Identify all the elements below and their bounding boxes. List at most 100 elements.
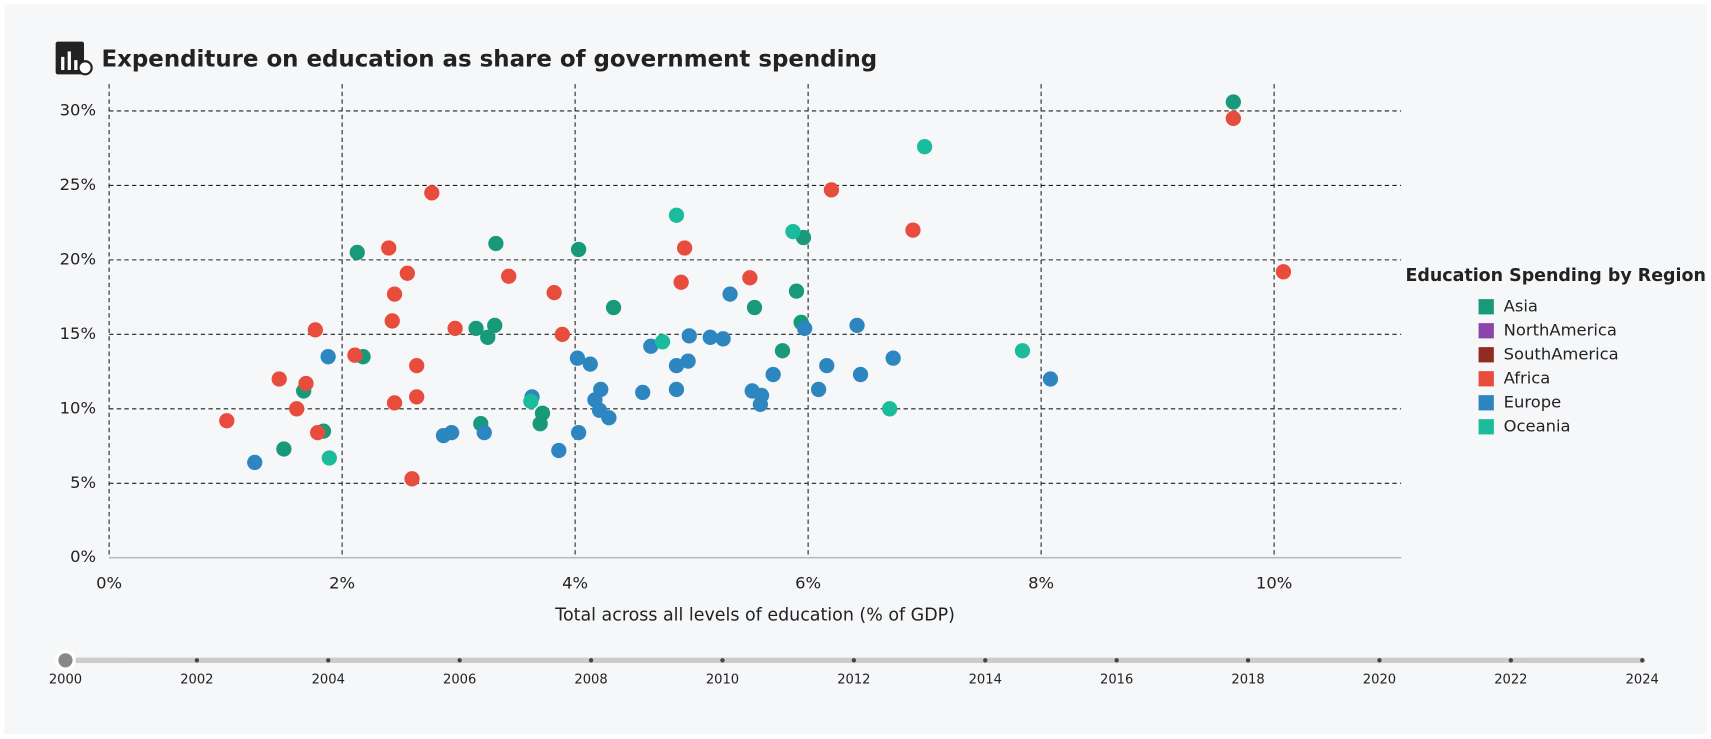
legend-title: Education Spending by Region bbox=[1405, 266, 1705, 286]
point bbox=[247, 454, 263, 471]
point bbox=[399, 265, 415, 281]
point bbox=[523, 393, 539, 409]
y-tick-label: 25% bbox=[60, 175, 96, 194]
legend-swatch bbox=[1478, 395, 1494, 411]
point bbox=[668, 207, 685, 223]
legend-label: NorthAmerica bbox=[1504, 320, 1617, 339]
point bbox=[320, 349, 336, 365]
point bbox=[905, 222, 921, 238]
point bbox=[681, 328, 697, 344]
point bbox=[488, 235, 504, 252]
point bbox=[447, 320, 463, 337]
point bbox=[554, 326, 570, 342]
point bbox=[796, 320, 813, 337]
slider-year: 2004 bbox=[312, 672, 345, 687]
point bbox=[1014, 343, 1031, 359]
point bbox=[409, 389, 425, 405]
y-tick-label: 15% bbox=[60, 324, 96, 343]
legend-swatch bbox=[1478, 299, 1494, 315]
point bbox=[409, 357, 425, 374]
point bbox=[570, 241, 587, 258]
legend-swatch bbox=[1478, 323, 1494, 339]
point bbox=[532, 416, 548, 432]
point bbox=[765, 366, 781, 383]
legend-label: Asia bbox=[1504, 296, 1538, 315]
point bbox=[916, 139, 933, 155]
legend-label: Europe bbox=[1504, 392, 1562, 411]
x-tick-label: 2% bbox=[329, 573, 355, 592]
legend-swatch bbox=[1478, 371, 1494, 387]
slider-handle[interactable] bbox=[55, 649, 76, 671]
y-tick-label: 10% bbox=[60, 398, 96, 417]
point bbox=[386, 286, 403, 302]
point bbox=[852, 366, 869, 383]
point bbox=[381, 240, 397, 256]
legend-label: SouthAmerica bbox=[1504, 344, 1619, 363]
point bbox=[746, 299, 763, 316]
point bbox=[882, 401, 898, 417]
point bbox=[1225, 94, 1241, 110]
point bbox=[424, 185, 440, 201]
point bbox=[1225, 110, 1241, 127]
chart-title: Expenditure on education as share of gov… bbox=[101, 47, 877, 73]
point bbox=[349, 244, 365, 261]
point bbox=[715, 331, 731, 347]
title-icon bbox=[55, 41, 93, 76]
point bbox=[676, 240, 693, 256]
slider-dot bbox=[194, 658, 200, 663]
slider-dot bbox=[1245, 658, 1251, 663]
slider-dot bbox=[1640, 658, 1645, 663]
point bbox=[668, 357, 685, 374]
point bbox=[289, 401, 305, 417]
point bbox=[605, 299, 622, 316]
point bbox=[219, 413, 235, 429]
point bbox=[1275, 264, 1292, 280]
point bbox=[680, 353, 696, 369]
y-tick-label: 30% bbox=[60, 100, 96, 119]
point bbox=[321, 450, 337, 466]
point bbox=[849, 317, 865, 334]
point bbox=[551, 442, 567, 459]
point bbox=[276, 441, 292, 457]
slider-year: 2006 bbox=[443, 672, 476, 687]
x-axis-label: Total across all levels of education (% … bbox=[554, 606, 955, 626]
point bbox=[570, 424, 587, 441]
point bbox=[347, 347, 363, 363]
legend-label: Africa bbox=[1504, 368, 1551, 387]
slider-year: 2020 bbox=[1363, 672, 1396, 687]
y-tick-label: 0% bbox=[70, 547, 96, 566]
point bbox=[722, 286, 738, 302]
point bbox=[271, 371, 287, 387]
point bbox=[468, 320, 484, 337]
x-tick-label: 0% bbox=[96, 573, 122, 592]
slider-year: 2022 bbox=[1494, 672, 1527, 687]
point bbox=[404, 471, 420, 487]
point bbox=[643, 338, 659, 354]
point bbox=[298, 375, 314, 392]
point bbox=[654, 334, 671, 350]
x-tick-label: 4% bbox=[562, 573, 588, 592]
point bbox=[582, 356, 598, 372]
slider-year: 2014 bbox=[969, 672, 1002, 687]
point bbox=[386, 395, 403, 411]
point bbox=[546, 285, 562, 301]
point bbox=[635, 384, 651, 401]
y-tick-label: 5% bbox=[70, 473, 96, 492]
point bbox=[307, 322, 323, 338]
x-tick-label: 10% bbox=[1256, 573, 1292, 592]
slider-dot bbox=[851, 658, 857, 663]
point bbox=[774, 343, 791, 359]
point bbox=[310, 424, 326, 441]
slider-dot bbox=[720, 658, 725, 663]
point bbox=[476, 424, 492, 441]
point bbox=[480, 329, 496, 345]
slider-dot bbox=[326, 658, 331, 663]
legend-label: Oceania bbox=[1504, 416, 1571, 435]
point bbox=[785, 223, 801, 240]
point bbox=[1042, 371, 1059, 387]
point bbox=[752, 396, 768, 412]
slider-year: 2010 bbox=[706, 672, 739, 687]
slider-dot bbox=[1114, 658, 1119, 663]
slider-year: 2008 bbox=[574, 672, 607, 687]
